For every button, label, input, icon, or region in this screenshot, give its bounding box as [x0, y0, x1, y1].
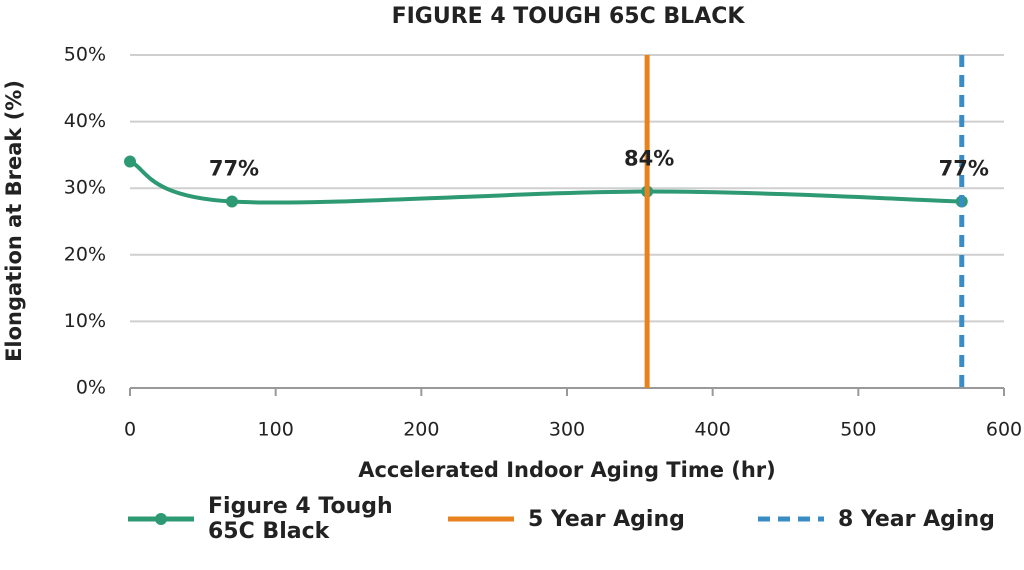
x-tick-label: 500: [840, 419, 876, 441]
chart-title: FIGURE 4 TOUGH 65C BLACK: [392, 4, 746, 29]
annotation: 84%: [624, 147, 674, 171]
x-tick-label: 200: [403, 419, 439, 441]
x-tick-label: 100: [258, 419, 294, 441]
legend-item: 5 Year Aging: [446, 507, 756, 532]
legend-label: 8 Year Aging: [838, 506, 995, 532]
legend: Figure 4 Tough 65C Black 5 Year Aging 8 Ye…: [126, 494, 1024, 544]
y-tick-label: 40%: [64, 110, 106, 132]
legend-swatch: [128, 513, 194, 525]
legend-swatch: [758, 516, 824, 522]
legend-swatch: [448, 516, 514, 522]
series-line: [129, 159, 962, 205]
x-tick-label: 0: [124, 419, 136, 441]
x-tick-label: 400: [695, 419, 731, 441]
legend-label: Figure 4 Tough 65C Black: [208, 494, 393, 544]
data-point: [124, 155, 136, 168]
annotation: 77%: [939, 157, 989, 181]
legend-item: 8 Year Aging: [756, 507, 1024, 532]
x-axis-label: Accelerated Indoor Aging Time (hr): [358, 458, 776, 482]
legend-label: 5 Year Aging: [528, 506, 685, 532]
x-tick-label: 300: [549, 419, 585, 441]
annotation: 77%: [209, 157, 259, 181]
y-axis-label: Elongation at Break (%): [2, 80, 26, 362]
chart: FIGURE 4 TOUGH 65C BLACK Elongation at B…: [2, 4, 1022, 482]
data-point: [225, 195, 238, 208]
y-tick-label: 0%: [76, 377, 106, 399]
x-tick-label: 600: [986, 419, 1022, 441]
y-tick-label: 30%: [64, 177, 106, 199]
y-tick-label: 50%: [64, 44, 106, 66]
y-tick-label: 20%: [64, 243, 106, 265]
y-tick-label: 10%: [64, 310, 106, 332]
legend-marker: [155, 513, 167, 525]
legend-item: Figure 4 Tough 65C Black: [126, 494, 446, 544]
